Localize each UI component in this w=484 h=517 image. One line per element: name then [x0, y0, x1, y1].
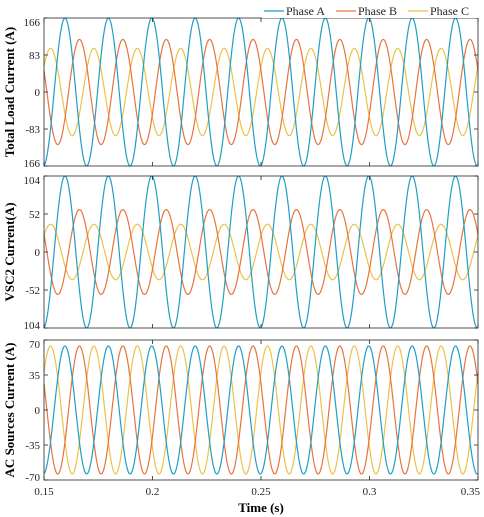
x-tick-label: 0.3 [363, 486, 377, 498]
series-phase-b [43, 345, 479, 475]
x-tick-label: 0.2 [146, 486, 160, 498]
panel-3-series [43, 345, 479, 475]
panel-3-frame [43, 339, 479, 481]
y-tick-label: 0 [35, 247, 41, 259]
panel-total-load: 166 83 0 -83 166 Total Load Current (A) [2, 17, 479, 170]
y-tick-label: 0 [35, 405, 41, 417]
y-tick-label: -70 [25, 472, 40, 484]
y-tick-label: 35 [29, 370, 41, 382]
series-phase-a [43, 17, 479, 167]
panel-ac-sources: 70 35 0 -35 -70 AC Sources Current (A) 0.15 0… [2, 339, 481, 515]
x-tick-label: 0.35 [461, 486, 481, 498]
series-phase-a [43, 345, 479, 475]
y-tick-label: 166 [24, 158, 41, 170]
x-tick-label: 0.25 [251, 486, 271, 498]
panel-3-ylabel: AC Sources Current (A) [2, 343, 17, 478]
series-phase-b [43, 38, 479, 146]
y-tick-label: -52 [25, 285, 40, 297]
panel-1-series [43, 17, 479, 167]
panel-1-ylabel: Total Load Current (A) [2, 27, 17, 157]
y-tick-label: 104 [24, 320, 41, 332]
x-axis-label: Time (s) [238, 500, 284, 515]
legend: Phase A Phase B Phase C [262, 4, 478, 18]
y-tick-label: 0 [35, 87, 41, 99]
y-tick-label: 83 [29, 50, 41, 62]
panel-2-ylabel: VSC2 Current(A) [2, 202, 17, 301]
series-phase-c [43, 345, 479, 475]
y-tick-label: 104 [24, 175, 41, 187]
panel-vsc2: 104 52 0 -52 104 VSC2 Current(A) [2, 175, 479, 332]
legend-label-phase-c: Phase C [430, 4, 469, 18]
panel-2-series [43, 175, 479, 329]
y-tick-label: -83 [25, 124, 40, 136]
series-phase-c [43, 47, 479, 137]
y-tick-label: 166 [24, 17, 41, 29]
panel-1-frame [43, 17, 479, 167]
y-tick-label: 52 [29, 209, 40, 221]
legend-box [262, 4, 478, 18]
panel-2-frame [43, 175, 479, 329]
legend-label-phase-a: Phase A [286, 4, 325, 18]
series-phase-a [43, 175, 479, 329]
y-tick-label: -35 [25, 440, 40, 452]
y-tick-label: 70 [29, 339, 41, 351]
series-phase-b [43, 209, 479, 295]
x-tick-label: 0.15 [34, 486, 54, 498]
legend-label-phase-b: Phase B [358, 4, 397, 18]
